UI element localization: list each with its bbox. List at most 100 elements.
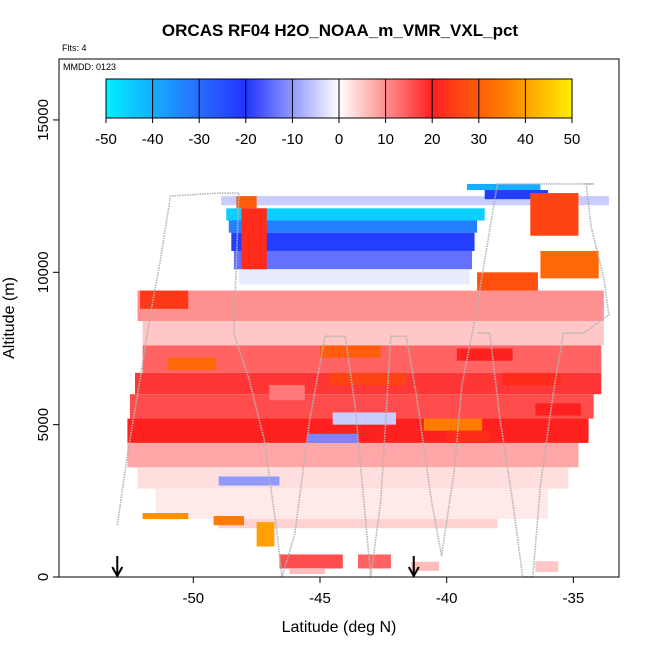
heatmap-cell [231, 232, 475, 251]
colorbar-segment [460, 79, 464, 118]
colorbar-segment [168, 79, 172, 118]
colorbar-segment [495, 79, 499, 118]
heatmap-cell [236, 196, 257, 209]
colorbar-segment [201, 79, 205, 118]
colorbar-segment [404, 79, 408, 118]
colorbar-segment [264, 79, 268, 118]
arrow-markers [111, 556, 420, 579]
colorbar-segment [497, 79, 501, 118]
colorbar-segment [315, 79, 319, 118]
x-tick-label: -50 [182, 590, 204, 607]
colorbar-segment [157, 79, 161, 118]
colorbar-segment [355, 79, 359, 118]
colorbar-segment [397, 79, 401, 118]
colorbar-segment [565, 79, 568, 118]
colorbar-segment [343, 79, 347, 118]
colorbar-segment [131, 79, 135, 118]
colorbar-segment [476, 79, 480, 118]
colorbar-segment [413, 79, 417, 118]
colorbar-segment [222, 79, 226, 118]
colorbar-segment [502, 79, 506, 118]
colorbar-segment [185, 79, 189, 118]
colorbar-segment [530, 79, 533, 118]
colorbar-segment [159, 79, 163, 118]
y-tick-label: 10000 [35, 251, 52, 293]
colorbar-segment [250, 79, 254, 118]
colorbar-segment [145, 79, 149, 118]
colorbar-segment [427, 79, 431, 118]
colorbar-segment [278, 79, 282, 118]
colorbar-segment [290, 79, 293, 118]
colorbar-tick-label: 40 [517, 131, 534, 148]
colorbar-segment [560, 79, 564, 118]
colorbar-segment [166, 79, 170, 118]
heatmap-cell [307, 433, 359, 443]
colorbar-segment [124, 79, 128, 118]
heatmap-cell [221, 196, 609, 206]
colorbar-segment [420, 79, 424, 118]
colorbar-segment [175, 79, 179, 118]
colorbar-segment [245, 79, 249, 118]
heatmap-cell [477, 272, 538, 291]
colorbar-segment [359, 79, 363, 118]
heatmap-cell [332, 412, 397, 425]
heatmap-cell [137, 467, 569, 489]
colorbar-segment [553, 79, 557, 118]
colorbar-segment [231, 79, 235, 118]
colorbar-segment [229, 79, 233, 118]
colorbar-segment [457, 79, 461, 118]
flight-track [116, 183, 610, 578]
heatmap-cell [226, 208, 485, 221]
colorbar-segment [504, 79, 508, 118]
colorbar-segment [299, 79, 303, 118]
colorbar-segment [518, 79, 522, 118]
colorbar-segment [271, 79, 275, 118]
heatmap-cell [256, 522, 275, 547]
colorbar-segment [306, 79, 310, 118]
colorbar-segment [364, 79, 368, 118]
heatmap-cell [319, 345, 381, 358]
colorbar-segment [548, 79, 552, 118]
colorbar-segment [567, 79, 571, 118]
colorbar-segment [276, 79, 280, 118]
colorbar-segment [140, 79, 144, 118]
colorbar-segment [224, 79, 228, 118]
colorbar-segment [492, 79, 496, 118]
colorbar-segment [539, 79, 543, 118]
chart-title: ORCAS RF04 H2O_NOAA_m_VMR_VXL_pct [162, 21, 518, 40]
colorbar-segment [462, 79, 466, 118]
flight-track-line [116, 183, 610, 578]
colorbar-segment [418, 79, 422, 118]
colorbar-segment [322, 79, 326, 118]
x-axis-label: Latitude (deg N) [282, 619, 397, 636]
colorbar-segment [415, 79, 419, 118]
colorbar-segment [311, 79, 314, 118]
colorbar: -50 -40 -30 -20 -10 0 10 20 30 40 50 [95, 78, 581, 148]
colorbar-segment [329, 79, 333, 118]
colorbar-segment [509, 79, 513, 118]
heatmap-cells [127, 183, 609, 574]
colorbar-segment [569, 79, 573, 118]
colorbar-segment [227, 79, 231, 118]
colorbar-segment [243, 79, 247, 118]
colorbar-segment [555, 79, 559, 118]
colorbar-segment [187, 79, 191, 118]
heatmap-cell [213, 516, 244, 526]
colorbar-segment [383, 79, 387, 118]
heatmap-cell [127, 442, 579, 468]
colorbar-tick-label: 10 [377, 131, 394, 148]
colorbar-segment [119, 79, 123, 118]
colorbar-segment [532, 79, 536, 118]
colorbar-segment [301, 79, 305, 118]
heatmap-cell [330, 372, 407, 386]
colorbar-segment [348, 79, 352, 118]
y-axis: 0 5000 10000 15000 [35, 99, 59, 581]
colorbar-segment [136, 79, 140, 118]
colorbar-tick-label: 50 [564, 131, 581, 148]
colorbar-segment [523, 79, 526, 118]
colorbar-segment [441, 79, 445, 118]
colorbar-segment [464, 79, 468, 118]
heatmap-cell [456, 348, 513, 361]
heatmap-cell [142, 321, 604, 346]
x-tick-label: -40 [436, 590, 458, 607]
